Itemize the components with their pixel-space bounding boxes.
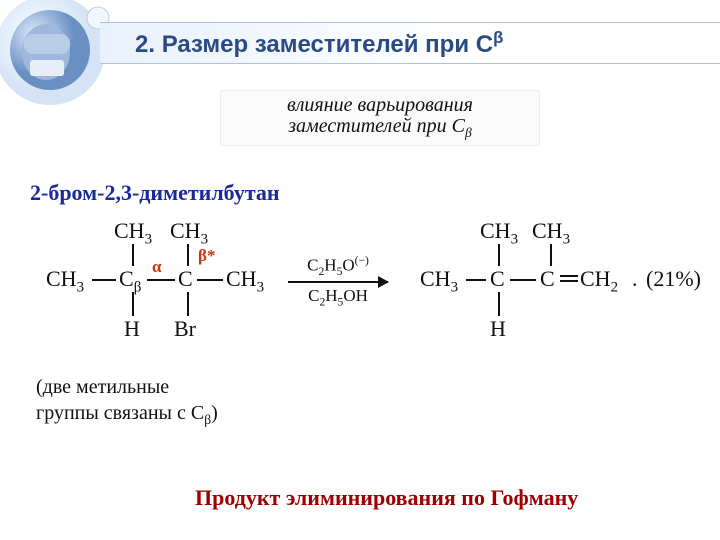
title-number: 2. [135,31,155,58]
title-main: Размер заместителей при С [162,31,493,58]
bond-v [498,244,500,266]
bond-v [550,244,552,266]
arrow-reagent-below: C2H5OH [308,286,368,308]
reactant-c-alpha: C [178,266,193,292]
product-h-bottom: H [490,316,506,342]
reactant-ch3-top-right: CH3 [170,218,208,248]
bond-h [147,279,175,281]
reactant-c-beta: Cβ [119,266,141,296]
subheading-line2: заместителей при Сβ [288,116,472,140]
product-label: Продукт элиминирования по Гофману [195,485,578,511]
product-yield: (21%) [646,266,701,292]
bond-h [197,279,223,281]
reactant-ch3-left: CH3 [46,266,84,296]
product-ch3-left: CH3 [420,266,458,296]
bond-h [466,279,486,281]
compound-name: 2-бром-2,3-диметилбутан [30,180,280,206]
bond-v [187,292,189,316]
product-c-left: C [490,266,505,292]
alpha-label: α [152,257,162,277]
title-superscript: β [493,28,503,47]
bond-h [92,279,116,281]
product-ch2-right: CH2 [580,266,618,296]
bond-v [132,244,134,266]
beta-label: β* [198,246,215,266]
reactant-ch3-right: CH3 [226,266,264,296]
bond-v [187,244,189,266]
product-c-right: C [540,266,555,292]
title-bar: 2. Размер заместителей при Сβ [100,22,720,64]
subheading-box: влияние варьирования заместителей при Сβ [220,90,540,146]
reactant-br-bottom: Br [174,316,196,342]
reaction-arrow: C2H5O(−) C2H5OH [288,254,388,308]
product-period: . [632,266,638,292]
page-title: 2. Размер заместителей при Сβ [135,28,503,59]
subheading-line1: влияние варьирования [287,95,473,116]
footnote-line1: (две метильные [36,376,169,399]
bond-h [510,279,536,281]
bond-v [132,292,134,316]
footnote-line2: группы связаны с Сβ) [36,402,218,428]
arrow-reagent-above: C2H5O(−) [307,254,369,278]
reaction-diagram: CH3 CH3 CH3 Cβ C CH3 α β* H Br [20,212,702,442]
bond-v [498,292,500,316]
reactant-h-bottom: H [124,316,140,342]
